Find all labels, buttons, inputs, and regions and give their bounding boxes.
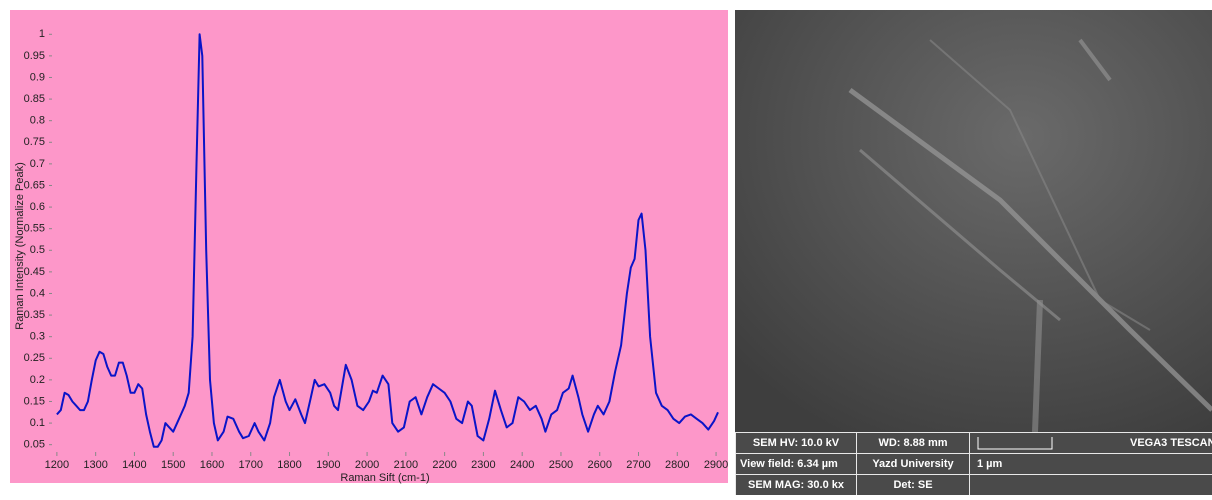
y-tick-label: 0.5 [30,244,45,256]
y-tick-label: 0.55 [24,223,45,235]
sem-image: SEM HV: 10.0 kV WD: 8.88 mm VEGA3 TESCAN… [735,10,1212,495]
y-tick-label: 0.35 [24,309,45,321]
y-tick-label: 0.2 [30,374,45,386]
plot-background [10,10,728,483]
y-tick-label: 0.3 [30,331,45,343]
x-tick-label: 2800 [665,459,689,471]
x-tick-label: 2700 [626,459,650,471]
sem-edge [1032,299,1043,433]
y-tick-label: 0.95 [24,50,45,62]
x-tick-label: 1200 [45,459,69,471]
scale-bar [977,437,1053,450]
sem-detector: Det: SE [893,479,932,491]
y-tick-label: 0.9 [30,71,45,83]
y-tick-label: 0.85 [24,93,45,105]
x-tick-label: 1700 [239,459,263,471]
y-tick-label: 0.1 [30,417,45,429]
x-tick-label: 1300 [83,459,107,471]
y-tick-label: 0.15 [24,395,45,407]
sem-mag: SEM MAG: 30.0 kx [748,479,845,491]
sem-scale: 1 µm [977,458,1003,470]
y-tick-label: 0.65 [24,179,45,191]
sem-wd: WD: 8.88 mm [878,437,947,449]
y-tick-label: 0.8 [30,115,45,127]
x-tick-label: 2100 [394,459,418,471]
y-tick-label: 0.45 [24,266,45,278]
sem-edge [1078,38,1112,82]
y-tick-label: 1 [39,28,45,40]
y-tick-label: 0.6 [30,201,45,213]
y-tick-label: 0.7 [30,158,45,170]
x-tick-label: 1600 [200,459,224,471]
x-tick-label: 2900 [704,459,728,471]
y-tick-label: 0.25 [24,352,45,364]
x-axis-label: Raman Sift (cm-1) [340,472,429,484]
y-axis-label: Raman Intensity (Normalize Peak) [14,162,26,330]
x-tick-label: 2200 [432,459,456,471]
sem-hv: SEM HV: 10.0 kV [753,437,840,449]
y-tick-label: 0.05 [24,439,45,451]
x-tick-label: 1900 [316,459,340,471]
x-tick-label: 2000 [355,459,379,471]
sem-edge [848,87,1212,412]
sem-edge [929,39,1151,331]
sem-view-field: View field: 6.34 µm [740,458,838,470]
x-tick-label: 2300 [471,459,495,471]
x-tick-label: 1500 [161,459,185,471]
x-tick-label: 2600 [587,459,611,471]
sem-brand: VEGA3 TESCAN [1130,437,1212,449]
spectrum-line [56,33,719,448]
x-tick-label: 1800 [277,459,301,471]
y-tick-label: 0.4 [30,287,45,299]
x-tick-label: 1400 [122,459,146,471]
sem-background [735,10,1212,432]
x-tick-label: 2500 [549,459,573,471]
sem-lab: Yazd University [872,458,954,470]
x-tick-label: 2400 [510,459,534,471]
y-tick-label: 0.75 [24,136,45,148]
